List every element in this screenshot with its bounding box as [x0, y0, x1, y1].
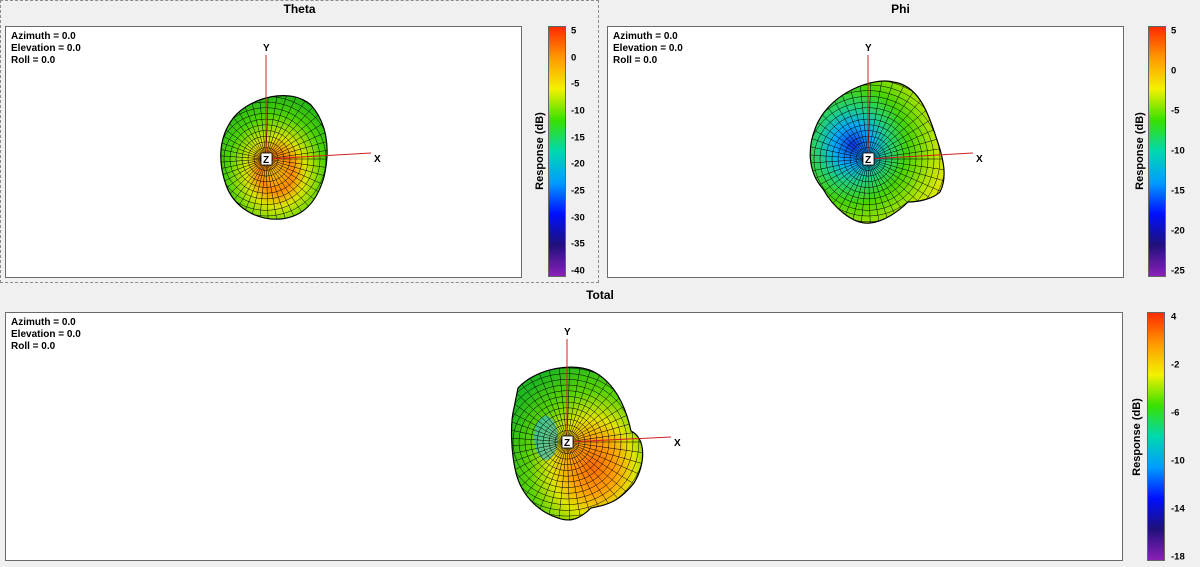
colorbar-tick-label: -15	[1171, 185, 1185, 197]
theta-title: Theta	[283, 2, 316, 16]
phi-colorbar-label: Response (dB)	[1134, 112, 1146, 190]
colorbar-tick-label: -35	[571, 238, 585, 250]
theta-panel-frame	[0, 0, 599, 283]
x-axis-label: X	[674, 438, 681, 449]
colorbar-tick-label: -25	[571, 185, 585, 197]
total-view-info: Azimuth = 0.0 Elevation = 0.0 Roll = 0.0	[11, 317, 81, 353]
colorbar-tick-label: -15	[571, 132, 585, 144]
z-axis-marker	[862, 152, 875, 166]
phi-view-info: Azimuth = 0.0 Elevation = 0.0 Roll = 0.0	[613, 31, 683, 67]
theta-plot-area[interactable]: Azimuth = 0.0 Elevation = 0.0 Roll = 0.0	[5, 26, 522, 278]
phi-panel: Phi Azimuth = 0.0 Elevation = 0.0 Roll =…	[601, 0, 1200, 283]
y-axis-label: Y	[564, 327, 571, 338]
x-axis-line	[566, 436, 672, 443]
colorbar-tick-label: -10	[1171, 455, 1185, 467]
colorbar-tick-label: -10	[1171, 145, 1185, 157]
colorbar-tick-label: 0	[1171, 65, 1177, 77]
total-title: Total	[586, 288, 614, 302]
theta-colorbar-label: Response (dB)	[534, 112, 546, 190]
colorbar-tick-label: -30	[571, 212, 585, 224]
phi-plot-area[interactable]: Azimuth = 0.0 Elevation = 0.0 Roll = 0.0	[607, 26, 1124, 278]
colorbar-tick-label: -5	[1171, 105, 1180, 117]
roll-readout: Roll = 0.0	[11, 55, 56, 66]
total-surface	[510, 366, 644, 521]
colorbar-tick-label: 0	[571, 52, 577, 64]
azimuth-readout: Azimuth = 0.0	[11, 317, 76, 328]
azimuth-readout: Azimuth = 0.0	[11, 31, 76, 42]
z-axis-label: Z	[263, 155, 269, 166]
colorbar-tick-label: 5	[1171, 25, 1177, 37]
total-colorbar	[1147, 312, 1165, 561]
colorbar-tick-label: -6	[1171, 407, 1180, 419]
total-colorbar-label: Response (dB)	[1131, 398, 1143, 476]
z-axis-label: Z	[564, 438, 570, 449]
y-axis-label: Y	[263, 43, 270, 54]
theta-view-info: Azimuth = 0.0 Elevation = 0.0 Roll = 0.0	[11, 31, 81, 67]
phi-title: Phi	[891, 2, 910, 16]
colorbar-tick-label: -2	[1171, 359, 1180, 371]
azimuth-readout: Azimuth = 0.0	[613, 31, 678, 42]
theta-colorbar	[548, 26, 566, 277]
colorbar-tick-label: -25	[1171, 265, 1185, 277]
elevation-readout: Elevation = 0.0	[11, 329, 81, 340]
total-panel: Total Azimuth = 0.0 Elevation = 0.0 Roll…	[0, 285, 1200, 567]
y-axis-label: Y	[865, 43, 872, 54]
z-axis-marker	[561, 435, 574, 449]
x-axis-label: X	[374, 154, 381, 165]
theta-panel: Theta Azimuth = 0.0 Elevation = 0.0 Roll…	[0, 0, 599, 283]
x-axis-label: X	[976, 154, 983, 165]
total-3d-pattern[interactable]: Y X Z	[6, 313, 1123, 561]
colorbar-tick-label: 4	[1171, 311, 1177, 323]
colorbar-tick-label: -5	[571, 78, 580, 90]
colorbar-tick-label: -40	[571, 265, 585, 277]
z-axis-marker	[260, 152, 273, 166]
x-axis-line	[867, 152, 974, 160]
colorbar-tick-label: -14	[1171, 503, 1185, 515]
colorbar-tick-label: -20	[1171, 225, 1185, 237]
colorbar-tick-label: 5	[571, 25, 577, 37]
x-axis-line	[265, 152, 372, 160]
elevation-readout: Elevation = 0.0	[613, 43, 683, 54]
theta-3d-pattern[interactable]: Y X Z	[6, 27, 522, 278]
colorbar-tick-label: -20	[571, 158, 585, 170]
colorbar-tick-label: -10	[571, 105, 585, 117]
roll-readout: Roll = 0.0	[11, 341, 56, 352]
colorbar-tick-label: -18	[1171, 551, 1185, 563]
z-axis-label: Z	[865, 155, 871, 166]
phi-colorbar	[1148, 26, 1166, 277]
elevation-readout: Elevation = 0.0	[11, 43, 81, 54]
roll-readout: Roll = 0.0	[613, 55, 658, 66]
total-plot-area[interactable]: Azimuth = 0.0 Elevation = 0.0 Roll = 0.0	[5, 312, 1123, 561]
phi-3d-pattern[interactable]: Y X Z	[608, 27, 1124, 278]
